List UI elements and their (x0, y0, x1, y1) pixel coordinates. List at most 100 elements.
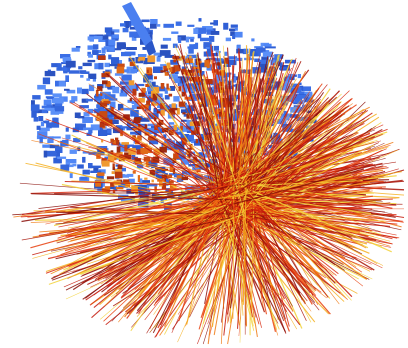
voxel (120, 81, 130, 84)
voxel (163, 38, 171, 41)
voxel (213, 20, 218, 26)
hot-patch (196, 139, 198, 143)
voxel (199, 18, 202, 22)
voxel (86, 78, 90, 81)
voxel (86, 99, 93, 102)
voxel (210, 23, 214, 25)
voxel (38, 116, 43, 121)
hot-patch (189, 56, 191, 58)
voxel (88, 74, 96, 79)
voxel (190, 39, 194, 42)
voxel (187, 25, 194, 27)
voxel (80, 75, 83, 78)
voxel (189, 37, 195, 39)
hot-patch (147, 70, 149, 73)
hot-patch (173, 60, 176, 63)
voxel (264, 44, 272, 47)
voxel (37, 126, 41, 130)
voxel (64, 89, 70, 91)
voxel (41, 122, 44, 127)
hot-patch (169, 94, 173, 97)
hot-patch (167, 63, 171, 69)
voxel (302, 86, 311, 91)
hot-patch (154, 76, 157, 79)
voxel (83, 72, 90, 74)
voxel (32, 95, 40, 99)
voxel (77, 164, 84, 168)
voxel (176, 22, 182, 26)
voxel (66, 127, 69, 131)
voxel (200, 38, 210, 42)
voxel (265, 46, 276, 48)
voxel (126, 47, 137, 50)
voxel (234, 32, 243, 38)
hot-patch (113, 167, 115, 170)
voxel (45, 71, 56, 76)
voxel (125, 52, 136, 56)
voxel (31, 104, 40, 111)
hot-patch (138, 175, 140, 182)
voxel (111, 57, 119, 64)
voxel (66, 61, 76, 68)
voxel (244, 49, 249, 53)
hot-patch (132, 89, 136, 96)
voxel (194, 44, 198, 48)
voxel (105, 63, 111, 67)
voxel (161, 45, 168, 49)
voxel (251, 38, 254, 41)
voxel (108, 40, 115, 46)
voxel (198, 34, 202, 38)
hot-patch (161, 83, 165, 89)
voxel (65, 75, 69, 82)
voxel (47, 151, 56, 157)
voxel (211, 31, 220, 35)
voxel (53, 93, 62, 97)
voxel (94, 36, 103, 39)
voxel (125, 21, 129, 28)
hot-patch (95, 180, 101, 186)
voxel (120, 93, 127, 97)
voxel (77, 88, 82, 94)
voxel (214, 46, 219, 51)
voxel (98, 63, 103, 70)
hot-patch (107, 176, 114, 179)
hot-patch (166, 84, 168, 90)
voxel (115, 73, 123, 76)
voxel (83, 128, 93, 131)
hot-patch (100, 111, 108, 118)
voxel (56, 150, 60, 157)
voxel (58, 64, 62, 71)
hot-patch (117, 67, 125, 74)
voxel (82, 89, 89, 94)
hot-patch (159, 147, 167, 153)
voxel (78, 66, 82, 69)
voxel (123, 28, 129, 32)
voxel (93, 44, 98, 49)
voxel (232, 35, 235, 39)
voxel (43, 78, 50, 85)
voxel (102, 35, 108, 39)
hot-patch (147, 55, 155, 62)
voxel (104, 46, 110, 49)
voxel (112, 87, 119, 94)
voxel (223, 23, 228, 30)
voxel (141, 20, 149, 23)
voxel (42, 110, 48, 113)
voxel (72, 48, 80, 52)
voxel (70, 173, 73, 178)
voxel (124, 69, 129, 72)
hot-patch (115, 172, 123, 179)
voxel (46, 123, 52, 129)
voxel (138, 54, 147, 57)
voxel (80, 177, 87, 180)
voxel (157, 24, 160, 27)
voxel (90, 166, 101, 168)
hot-patch (116, 187, 124, 189)
hot-patch (102, 161, 106, 165)
voxel (83, 170, 90, 175)
voxel (188, 47, 194, 54)
hot-patch (110, 139, 114, 143)
hot-patch (174, 125, 177, 131)
voxel (39, 128, 50, 132)
voxel (127, 174, 133, 177)
